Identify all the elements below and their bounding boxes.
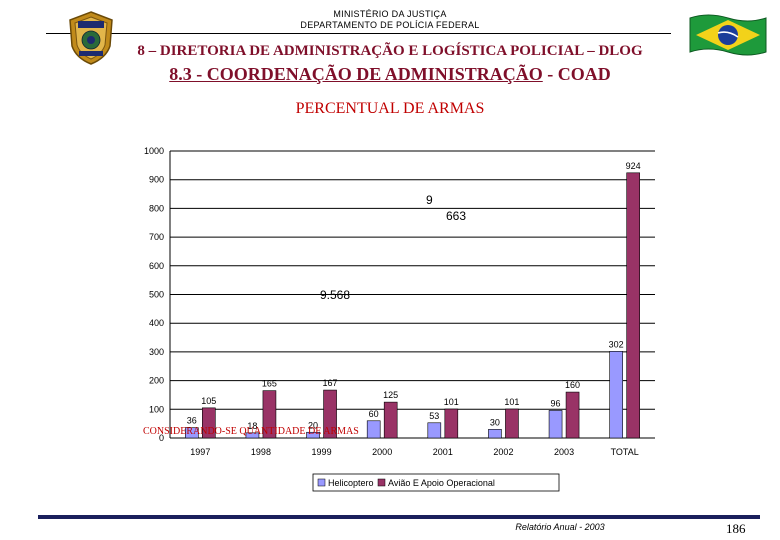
data-label: 167 — [323, 378, 338, 388]
section-title-suffix: - COAD — [542, 64, 611, 84]
x-tick-label: 2001 — [433, 447, 453, 457]
directorate-title: 8 – DIRETORIA DE ADMINISTRAÇÃO E LOGÍSTI… — [137, 43, 643, 59]
x-tick-label: 1999 — [312, 447, 332, 457]
bar-aviao — [323, 389, 337, 439]
x-tick-label: 1998 — [251, 447, 271, 457]
y-tick-label: 200 — [149, 376, 164, 386]
data-label: 160 — [565, 380, 580, 390]
data-label: 105 — [201, 396, 216, 406]
annotation: 9.568 — [320, 288, 350, 302]
legend-swatch — [317, 478, 326, 487]
y-tick-label: 400 — [149, 318, 164, 328]
bar-aviao — [505, 408, 519, 439]
legend-swatch — [377, 478, 386, 487]
y-tick-label: 100 — [149, 404, 164, 414]
x-tick-label: 1997 — [190, 447, 210, 457]
bar-helicoptero — [366, 420, 381, 439]
page-number: 186 — [726, 521, 746, 536]
y-tick-label: 300 — [149, 347, 164, 357]
x-tick-label: 2002 — [493, 447, 513, 457]
data-label: 125 — [383, 390, 398, 400]
legend-box — [312, 473, 560, 492]
legend-label: Avião E Apoio Operacional — [388, 478, 495, 488]
chart-title: PERCENTUAL DE ARMAS — [295, 100, 485, 117]
y-tick-label: 700 — [149, 232, 164, 242]
y-tick-label: 800 — [149, 203, 164, 213]
x-tick-label: 2000 — [372, 447, 392, 457]
data-label: 101 — [504, 397, 519, 407]
bar-aviao — [444, 408, 459, 439]
annotation: 663 — [446, 209, 466, 223]
data-label: 96 — [551, 398, 561, 408]
data-label: 60 — [369, 409, 379, 419]
y-tick-label: 900 — [149, 175, 164, 185]
annotation: CONSIDERANDO-SE QUANTIDADE DE ARMAS — [143, 426, 359, 437]
data-label: 302 — [609, 339, 624, 349]
data-label: 101 — [444, 397, 459, 407]
data-label: 20 — [308, 420, 318, 430]
data-label: 53 — [429, 411, 439, 421]
y-tick-label: 500 — [149, 290, 164, 300]
department-heading: DEPARTAMENTO DE POLÍCIA FEDERAL — [300, 20, 480, 30]
footer-divider — [38, 515, 760, 519]
bar-helicoptero — [427, 422, 442, 439]
bar-aviao — [383, 401, 398, 439]
bar-helicoptero — [306, 431, 320, 439]
bar-aviao — [626, 172, 640, 439]
bar-helicoptero — [548, 410, 563, 439]
data-label: 924 — [626, 161, 641, 171]
brazil-flag-icon — [689, 14, 767, 56]
data-label: 165 — [262, 379, 277, 389]
section-title-main: 8.3 - COORDENAÇÃO DE ADMINISTRAÇÃO — [169, 64, 543, 84]
data-label: 36 — [187, 416, 197, 426]
ministry-heading: MINISTÉRIO DA JUSTIÇA — [333, 9, 447, 19]
bar-aviao — [262, 390, 277, 439]
bar-helicoptero — [609, 351, 623, 439]
data-label: 18 — [247, 421, 257, 431]
y-tick-label: 600 — [149, 261, 164, 271]
section-title: 8.3 - COORDENAÇÃO DE ADMINISTRAÇÃO - COA… — [0, 64, 780, 85]
report-footer: Relatório Anual - 2003 — [515, 522, 605, 532]
header-divider — [46, 33, 671, 34]
federal-police-badge-icon — [69, 11, 113, 65]
bar-aviao — [202, 407, 216, 439]
y-tick-label: 1000 — [144, 146, 164, 156]
annotation: 9 — [426, 193, 433, 207]
legend-label: Helicoptero — [328, 478, 374, 488]
bar-helicoptero — [185, 427, 199, 439]
data-label: 30 — [490, 417, 500, 427]
x-tick-label: 2003 — [554, 447, 574, 457]
bar-aviao — [565, 391, 580, 439]
x-tick-label: TOTAL — [611, 447, 639, 457]
bar-helicoptero — [245, 432, 260, 439]
bar-helicoptero — [488, 429, 502, 439]
y-tick-label: 0 — [159, 433, 164, 443]
